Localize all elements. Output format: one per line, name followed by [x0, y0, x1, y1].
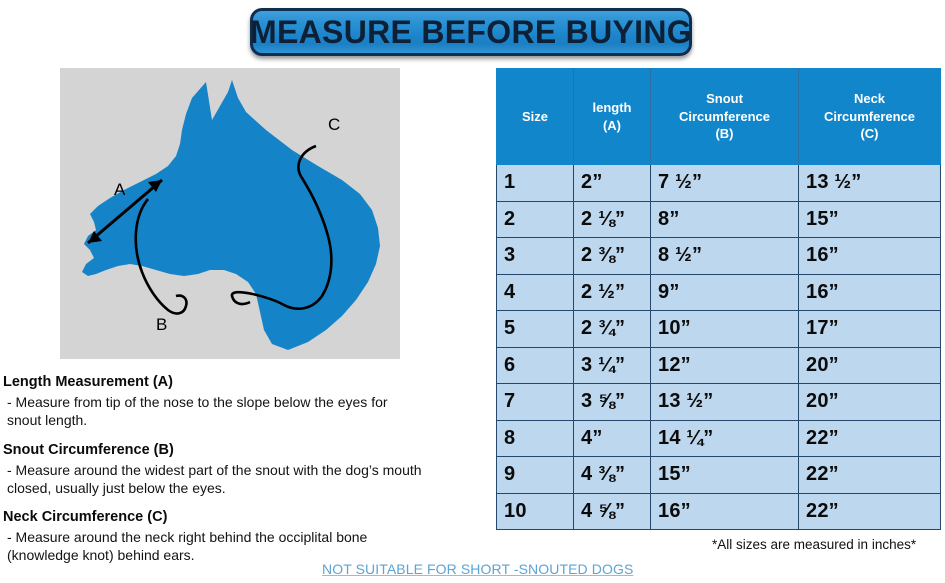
measure-c-loop	[230, 144, 333, 310]
snout-cell: 8”	[650, 200, 799, 238]
snout-cell: 15”	[650, 456, 799, 493]
measure-a-arrow	[87, 178, 163, 245]
neck-cell: 16”	[798, 273, 941, 311]
instruction-group-length: Length Measurement (A) - Measure from ti…	[3, 373, 503, 430]
column-header-snout: Snout Circumference (B)	[650, 68, 799, 165]
measure-b-label: B	[156, 315, 167, 334]
length-cell: 2 ⅜”	[573, 237, 651, 274]
size-cell: 1	[496, 164, 574, 201]
page-title: MEASURE BEFORE BUYING	[250, 14, 692, 50]
column-header-neck: Neck Circumference (C)	[798, 68, 941, 165]
neck-cell: 22”	[798, 492, 941, 530]
length-cell: 2 ½”	[573, 273, 651, 311]
instruction-body: - Measure around the widest part of the …	[7, 461, 422, 496]
neck-cell: 15”	[798, 200, 941, 238]
neck-cell: 22”	[798, 419, 941, 457]
neck-cell: 22”	[798, 456, 941, 493]
instruction-group-neck: Neck Circumference (C) - Measure around …	[3, 508, 503, 565]
dog-measurement-diagram: A B C	[60, 68, 400, 359]
size-cell: 5	[496, 310, 574, 347]
size-chart-table: Size length (A) Snout Circumference (B) …	[496, 68, 941, 530]
title-banner: MEASURE BEFORE BUYING	[250, 8, 692, 56]
snout-cell: 10”	[650, 310, 799, 347]
instruction-heading: Snout Circumference (B)	[3, 441, 174, 458]
snout-cell: 16”	[650, 492, 799, 530]
length-cell: 4 ⅝”	[573, 492, 651, 530]
dog-head-silhouette	[82, 80, 380, 350]
size-cell: 6	[496, 346, 574, 384]
table-row: 8 4” 14 ¼” 22”	[496, 419, 941, 457]
instruction-body: - Measure from tip of the nose to the sl…	[7, 394, 388, 429]
length-cell: 4 ⅜”	[573, 456, 651, 493]
length-cell: 4”	[573, 419, 651, 457]
column-header-size: Size	[496, 68, 574, 165]
length-cell: 2 ¾”	[573, 310, 651, 347]
snout-cell: 8 ½”	[650, 237, 799, 274]
length-cell: 3 ⅝”	[573, 383, 651, 420]
snout-cell: 12”	[650, 346, 799, 384]
instruction-group-snout: Snout Circumference (B) - Measure around…	[3, 441, 503, 498]
size-cell: 8	[496, 419, 574, 457]
size-cell: 3	[496, 237, 574, 274]
size-cell: 10	[496, 492, 574, 530]
table-header-row: Size length (A) Snout Circumference (B) …	[496, 68, 941, 165]
measure-a-label: A	[114, 180, 126, 199]
snout-cell: 7 ½”	[650, 164, 799, 201]
table-row: 1 2” 7 ½” 13 ½”	[496, 164, 941, 201]
neck-cell: 13 ½”	[798, 164, 941, 201]
neck-cell: 20”	[798, 346, 941, 384]
table-row: 10 4 ⅝” 16” 22”	[496, 492, 941, 530]
instruction-heading: Neck Circumference (C)	[3, 509, 168, 525]
instruction-body: - Measure around the neck right behind t…	[7, 529, 368, 564]
size-cell: 2	[496, 200, 574, 238]
neck-cell: 17”	[798, 310, 941, 347]
length-cell: 3 ¼”	[573, 346, 651, 384]
dog-head-svg: A B C	[82, 80, 380, 350]
size-cell: 7	[496, 383, 574, 420]
snout-cell: 13 ½”	[650, 383, 799, 420]
table-footnote: *All sizes are measured in inches*	[712, 537, 917, 552]
snout-cell: 9”	[650, 273, 799, 311]
length-cell: 2 ⅛”	[573, 200, 651, 238]
neck-cell: 20”	[798, 383, 941, 420]
measure-c-label: C	[328, 115, 340, 134]
snout-cell: 14 ¼”	[650, 419, 799, 457]
length-cell: 2”	[573, 164, 651, 201]
measure-b-loop	[134, 198, 188, 315]
size-cell: 9	[496, 456, 574, 493]
instructions-block: Length Measurement (A) - Measure from ti…	[3, 373, 503, 576]
size-cell: 4	[496, 273, 574, 311]
instruction-heading: Length Measurement (A)	[3, 374, 173, 390]
not-suitable-note: NOT SUITABLE FOR SHORT -SNOUTED DOGS	[322, 561, 634, 577]
column-header-length: length (A)	[573, 68, 651, 165]
neck-cell: 16”	[798, 237, 941, 274]
